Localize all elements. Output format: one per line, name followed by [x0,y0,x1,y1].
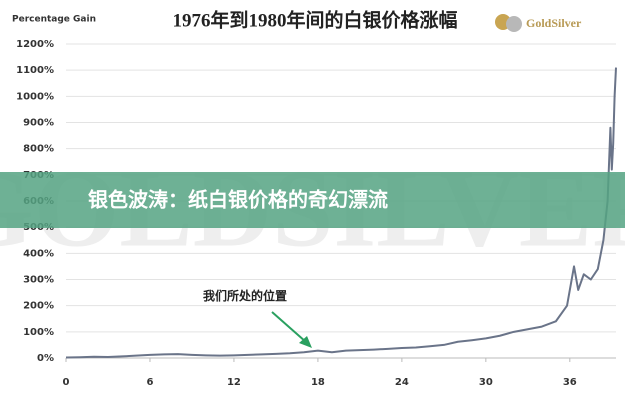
chart-title: 1976年到1980年间的白银价格涨幅 [172,8,457,31]
y-tick-label: 1200% [16,39,54,50]
x-tick-label: 24 [395,377,409,388]
banner-text: 银色波涛：纸白银价格的奇幻漂流 [88,188,388,212]
annotation-arrowhead [299,336,312,348]
y-tick-label: 900% [23,118,54,129]
annotation-arrow [271,311,307,343]
x-tick-label: 0 [63,377,70,388]
y-tick-label: 1100% [16,65,54,76]
y-tick-label: 1000% [16,91,54,102]
data-line [65,67,617,359]
x-tick-label: 36 [563,377,577,388]
y-axis-label: Percentage Gain [12,15,96,25]
x-tick-label: 18 [311,377,325,388]
banner-band [0,172,625,228]
y-tick-label: 300% [23,275,54,286]
logo-coin [506,16,522,32]
x-tick-label: 30 [479,377,493,388]
y-tick-label: 200% [23,301,54,312]
y-tick-label: 400% [23,248,54,259]
annotation: 我们所处的位置 [203,288,287,303]
x-tick-label: 6 [146,377,153,388]
logo: GoldSilver [526,16,582,30]
x-tick-label: 12 [227,377,241,388]
y-tick-label: 800% [23,144,54,155]
y-tick-label: 100% [23,327,54,338]
y-tick-label: 0% [37,353,54,364]
